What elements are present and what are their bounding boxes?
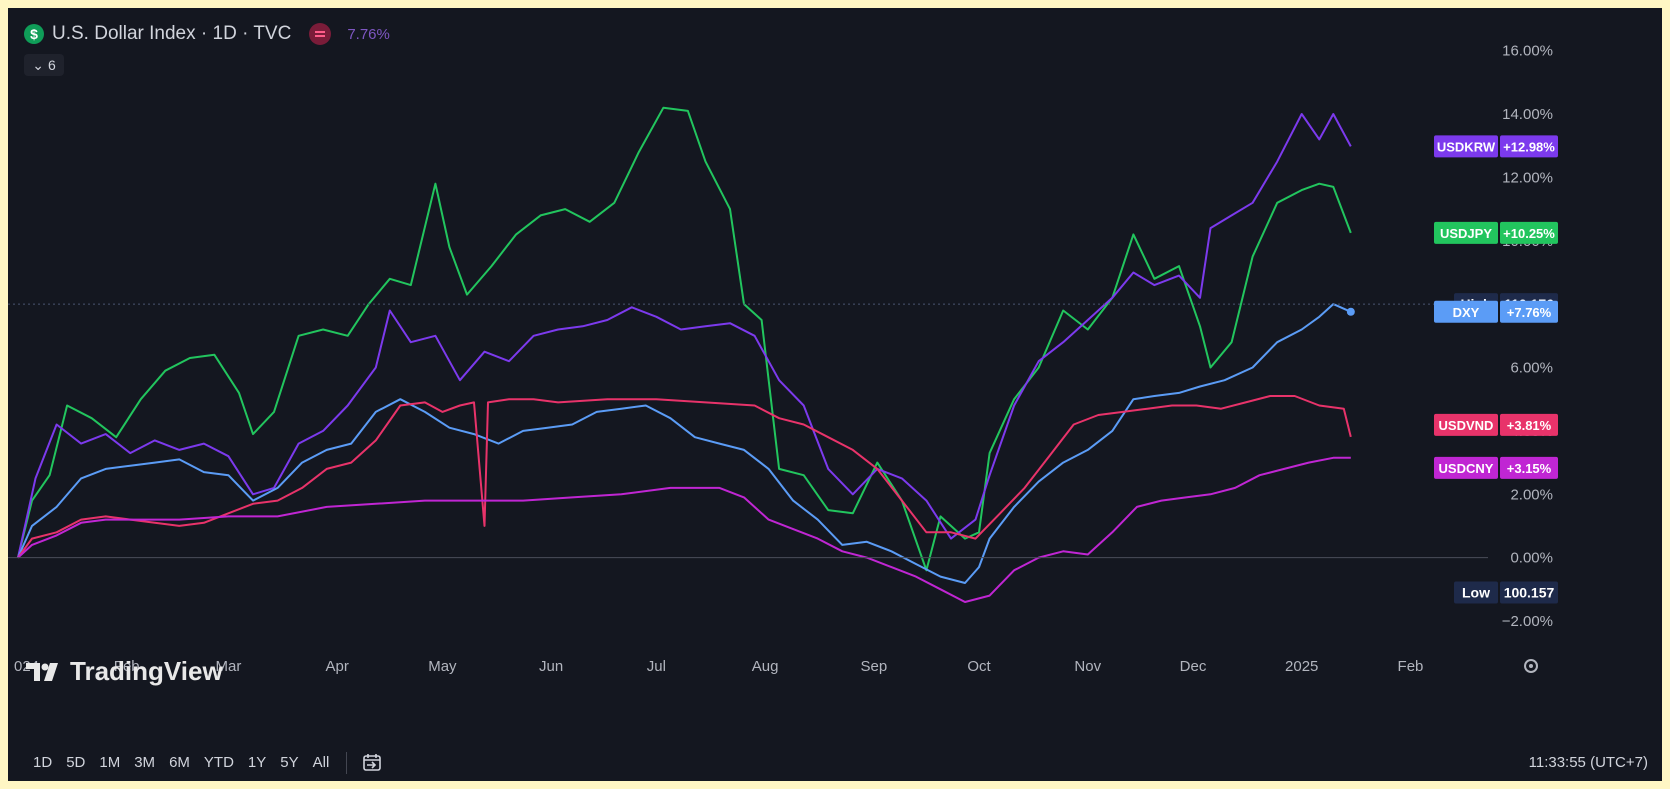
range-button-1m[interactable]: 1M — [99, 754, 121, 771]
symbol-title: U.S. Dollar Index · 1D · TVC — [52, 23, 292, 44]
marker-label: Low — [1462, 584, 1490, 600]
x-tick-label: Jul — [647, 658, 666, 675]
clock-time[interactable]: 11:33:55 (UTC+7) — [1528, 754, 1648, 771]
indicators-count: 6 — [47, 57, 56, 73]
x-tick-label: Mar — [216, 658, 242, 675]
series-tag-value: +12.98% — [1503, 139, 1555, 154]
chart-frame: 16.00%14.00%12.00%10.00%8.00%6.00%4.00%2… — [8, 8, 1662, 781]
series-tag — [1434, 135, 1498, 158]
range-button-1y[interactable]: 1Y — [247, 754, 267, 771]
range-button-3m[interactable]: 3M — [134, 754, 156, 771]
x-tick-label: Apr — [326, 658, 349, 675]
series-value-tag — [1500, 413, 1558, 436]
series-line-dxy — [17, 303, 1352, 584]
range-button-ytd[interactable]: YTD — [203, 754, 234, 771]
marker-value-tag — [1500, 581, 1558, 604]
series-tag-value: +3.81% — [1507, 418, 1552, 433]
tradingview-logo: TradingView — [26, 656, 223, 687]
series-tag — [1434, 221, 1498, 244]
range-buttons: 1D 5D 1M 3M 6M YTD 1Y 5Y All — [28, 751, 334, 774]
series-tag-name: USDKRW — [1437, 139, 1496, 154]
range-button-5d[interactable]: 5D — [66, 754, 86, 771]
marker-value: 100.157 — [1504, 584, 1555, 600]
gear-icon[interactable] — [1524, 659, 1538, 673]
range-button-1d[interactable]: 1D — [33, 754, 53, 771]
compare-icon[interactable] — [309, 23, 332, 45]
x-tick-label: Aug — [752, 658, 779, 675]
series-tag-name: USDJPY — [1440, 226, 1492, 241]
y-tick-label: 14.00% — [1502, 106, 1553, 123]
x-tick-label: Jun — [539, 658, 563, 675]
x-tick-label: Sep — [860, 658, 887, 675]
y-tick-label: 6.00% — [1510, 360, 1553, 377]
series-tag-value: +3.15% — [1507, 461, 1552, 476]
dollar-icon: $ — [24, 24, 44, 44]
y-tick-label: 16.00% — [1502, 43, 1553, 60]
series-tag — [1434, 456, 1498, 479]
x-tick-label: 2025 — [1285, 658, 1318, 675]
tradingview-wordmark: TradingView — [70, 656, 223, 686]
series-tag-name: USDVND — [1439, 418, 1494, 433]
series-tag-name: USDCNY — [1439, 461, 1494, 476]
price-chart[interactable]: 16.00%14.00%12.00%10.00%8.00%6.00%4.00%2… — [8, 8, 1662, 744]
y-tick-label: −2.00% — [1502, 613, 1553, 630]
series-line-usdkrw — [17, 113, 1352, 558]
y-tick-label: 0.00% — [1510, 550, 1553, 567]
series-tag-name: DXY — [1453, 305, 1480, 320]
x-tick-label: Dec — [1180, 658, 1207, 675]
indicators-toggle[interactable]: ⌄ 6 — [24, 54, 64, 76]
series-line-usdcny — [17, 456, 1351, 603]
range-button-6m[interactable]: 6M — [169, 754, 190, 771]
series-value-tag — [1500, 221, 1558, 244]
change-percent: 7.76% — [347, 25, 390, 43]
dxy-last-point — [1346, 307, 1355, 316]
y-tick-label: 2.00% — [1510, 486, 1553, 503]
series-value-tag — [1500, 456, 1558, 479]
series-tag-value: +10.25% — [1503, 226, 1555, 241]
symbol-header[interactable]: $ U.S. Dollar Index · 1D · TVC 7.76% — [24, 20, 390, 48]
x-tick-label: May — [428, 658, 457, 675]
series-value-tag — [1500, 135, 1558, 158]
tradingview-icon — [26, 662, 58, 681]
series-line-usdjpy — [17, 106, 1352, 572]
series-value-tag — [1500, 300, 1558, 323]
x-tick-label: Nov — [1074, 658, 1101, 675]
x-tick-label: Oct — [967, 658, 991, 675]
x-tick-label: Feb — [1398, 658, 1424, 675]
y-tick-label: 12.00% — [1502, 169, 1553, 186]
series-line-usdvnd — [17, 395, 1352, 559]
x-tick-label: Feb — [114, 658, 140, 675]
calendar-icon[interactable] — [357, 750, 387, 776]
range-button-all[interactable]: All — [312, 754, 330, 771]
bottom-toolbar: 1D 5D 1M 3M 6M YTD 1Y 5Y All 11:33:55 (UTC+7) — [8, 744, 1662, 781]
chevron-down-icon: ⌄ — [32, 56, 44, 73]
toolbar-divider — [346, 751, 348, 774]
marker-tag — [1454, 581, 1498, 604]
series-tag — [1434, 413, 1498, 436]
range-button-5y[interactable]: 5Y — [280, 754, 299, 771]
series-tag — [1434, 300, 1498, 323]
series-tag-value: +7.76% — [1507, 305, 1552, 320]
